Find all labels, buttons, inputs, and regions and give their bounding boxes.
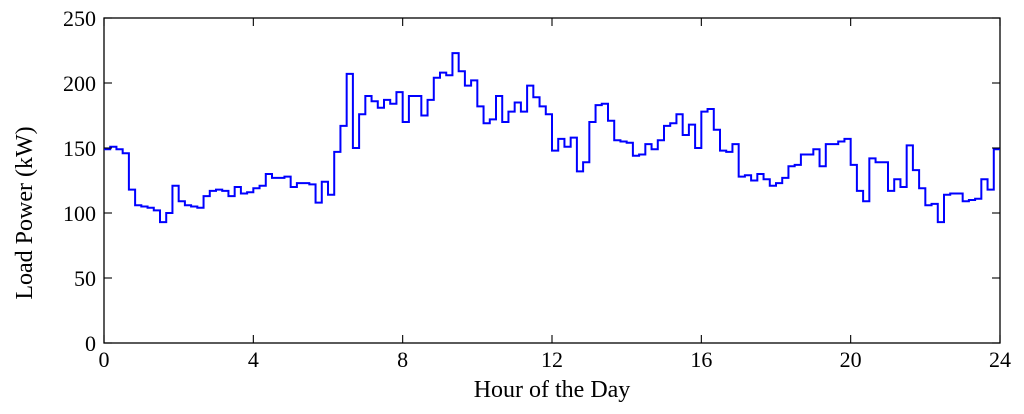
y-tick-label: 50 <box>74 266 96 291</box>
y-tick-label: 200 <box>63 71 96 96</box>
series-line-0 <box>104 52 1000 224</box>
tick-labels: 0 4 8 12 16 20 24 0 50 100 150 200 250 <box>63 6 1011 372</box>
x-tick-label: 4 <box>248 347 259 372</box>
x-tick-label: 12 <box>541 347 563 372</box>
y-tick-label: 250 <box>63 6 96 31</box>
x-axis-title: Hour of the Day <box>474 377 631 403</box>
y-tick-label: 150 <box>63 136 96 161</box>
x-tick-label: 0 <box>99 347 110 372</box>
x-tick-label: 16 <box>690 347 712 372</box>
axis-ticks <box>103 17 1001 344</box>
x-tick-label: 20 <box>840 347 862 372</box>
y-tick-label: 100 <box>63 201 96 226</box>
y-axis-title: Load Power (kW) <box>12 126 38 299</box>
x-tick-label: 24 <box>989 347 1011 372</box>
plot-area <box>103 17 1001 344</box>
y-tick-label: 0 <box>85 331 96 356</box>
x-tick-label: 8 <box>397 347 408 372</box>
plot-frame <box>103 17 1001 344</box>
